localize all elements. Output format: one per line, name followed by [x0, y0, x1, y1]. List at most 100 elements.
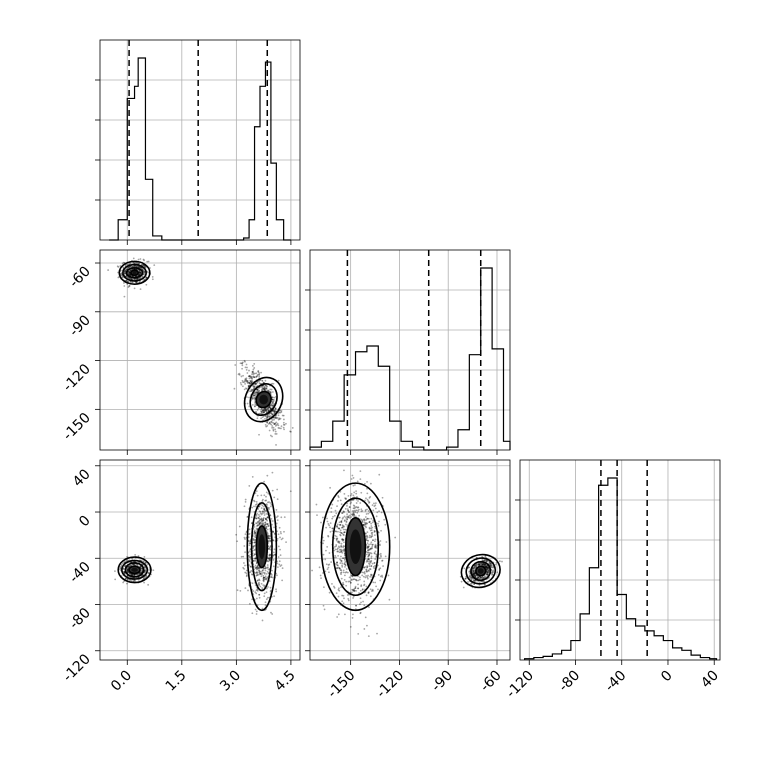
sample-point	[256, 388, 259, 391]
sample-point	[265, 518, 268, 521]
sample-point	[345, 516, 347, 519]
sample-point	[257, 370, 260, 372]
sample-point	[269, 537, 272, 539]
sample-point	[355, 579, 358, 581]
sample-point	[336, 505, 338, 508]
sample-point	[334, 530, 337, 533]
sample-point	[366, 559, 368, 562]
sample-point	[144, 562, 147, 564]
sample-point	[256, 417, 259, 420]
sample-point	[276, 488, 279, 491]
sample-point	[253, 398, 256, 401]
sample-point	[258, 520, 261, 522]
sample-point	[123, 272, 126, 275]
sample-point	[350, 516, 353, 518]
sample-point	[338, 527, 340, 530]
sample-point	[256, 388, 259, 391]
sample-point	[269, 553, 272, 556]
sample-point	[472, 570, 475, 573]
sample-point	[130, 265, 133, 268]
sample-point	[259, 521, 262, 524]
sample-point	[364, 510, 367, 512]
sample-point	[255, 531, 257, 534]
sample-point	[349, 494, 352, 497]
sample-point	[269, 408, 272, 411]
sample-point	[464, 577, 467, 580]
sample-point	[252, 590, 255, 592]
sample-point	[244, 571, 247, 574]
sample-point	[273, 410, 276, 413]
sample-point	[258, 433, 260, 436]
sample-point	[479, 576, 482, 578]
sample-point	[139, 270, 141, 273]
sample-point	[486, 571, 489, 574]
sample-point	[255, 566, 257, 569]
sample-point	[276, 574, 278, 577]
sample-point	[245, 368, 248, 371]
sample-point	[327, 566, 330, 569]
sample-point	[270, 517, 273, 520]
sample-point	[351, 575, 354, 577]
sample-point	[336, 523, 339, 526]
sample-point	[266, 531, 269, 534]
sample-point	[363, 518, 366, 520]
sample-point	[266, 566, 269, 569]
sample-point	[142, 269, 145, 272]
sample-point	[379, 575, 382, 578]
sample-point	[472, 569, 475, 572]
sample-point	[473, 570, 475, 573]
sample-point	[484, 555, 487, 557]
sample-point	[342, 534, 345, 536]
sample-point	[360, 585, 363, 588]
sample-point	[258, 390, 260, 393]
sample-point	[344, 497, 346, 500]
sample-point	[248, 382, 251, 384]
sample-point	[267, 409, 270, 412]
sample-point	[485, 568, 488, 571]
panel-background	[520, 460, 720, 660]
sample-point	[473, 571, 476, 574]
sample-point	[263, 408, 265, 411]
sample-point	[259, 518, 262, 521]
sample-point	[372, 565, 375, 568]
sample-point	[137, 274, 140, 277]
sample-point	[139, 272, 141, 275]
sample-point	[372, 509, 375, 512]
sample-point	[260, 513, 263, 516]
sample-point	[343, 574, 346, 577]
sample-point	[261, 386, 264, 389]
sample-point	[267, 539, 270, 542]
sample-point	[264, 521, 267, 524]
sample-point	[261, 510, 264, 513]
sample-point	[272, 422, 275, 424]
sample-point	[353, 590, 356, 592]
sample-point	[337, 545, 340, 548]
sample-point	[253, 553, 256, 555]
sample-point	[123, 270, 126, 273]
sample-point	[267, 537, 270, 539]
panel-background	[310, 460, 510, 660]
sample-point	[357, 506, 360, 509]
sample-point	[342, 528, 345, 531]
sample-point	[255, 500, 258, 503]
sample-point	[351, 474, 354, 477]
sample-point	[242, 566, 245, 569]
sample-point	[263, 592, 266, 595]
sample-point	[341, 538, 344, 541]
sample-point	[480, 563, 483, 566]
sample-point	[344, 613, 346, 616]
sample-point	[335, 538, 338, 541]
sample-point	[487, 570, 490, 573]
sample-point	[276, 422, 279, 425]
sample-point	[359, 478, 362, 481]
sample-point	[381, 574, 383, 577]
sample-point	[361, 519, 364, 522]
sample-point	[249, 556, 252, 559]
sample-point	[340, 532, 343, 534]
sample-point	[271, 520, 274, 522]
sample-point	[365, 594, 368, 597]
sample-point	[107, 269, 110, 271]
sample-point	[341, 512, 344, 515]
sample-point	[281, 537, 284, 540]
